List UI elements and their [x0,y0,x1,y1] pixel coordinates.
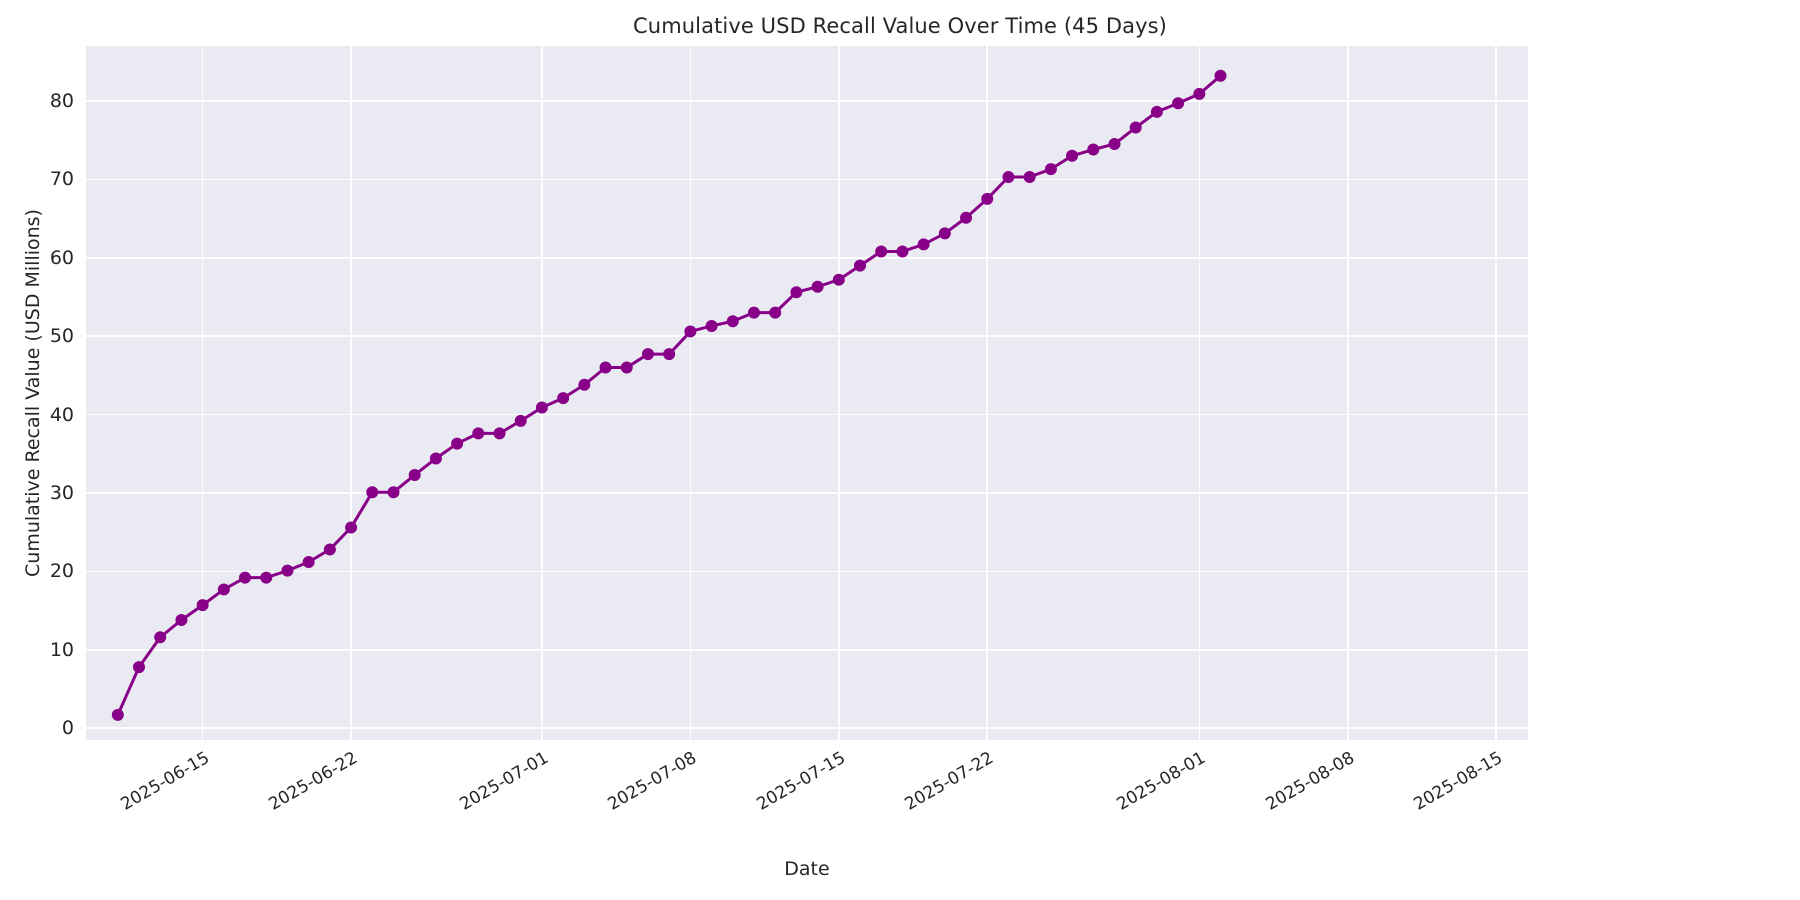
data-point-marker [472,427,485,440]
data-point-marker [641,348,654,361]
gridline-horizontal [86,413,1528,416]
data-point-marker [514,414,527,427]
data-point-marker [408,468,421,481]
gridline-horizontal [86,335,1528,337]
y-tick-label: 10 [49,638,74,661]
data-point-marker [239,571,252,584]
gridline-horizontal [86,178,1528,181]
gridline-vertical [1495,46,1497,740]
data-point-marker [747,306,760,319]
data-point-marker [811,280,824,293]
gridline-horizontal [86,570,1528,573]
data-point-marker [1108,138,1121,151]
data-point-marker [1214,69,1227,82]
data-point-marker [196,599,209,612]
y-tick-label: 70 [49,168,74,191]
y-axis-label: Cumulative Recall Value (USD Millions) [22,209,44,577]
data-point-marker [578,378,591,391]
data-point-marker [960,211,973,224]
data-point-marker [302,555,315,568]
data-point-marker [854,259,867,272]
data-point-marker [175,614,188,627]
line-series-layer [111,69,1227,721]
data-point-marker [111,708,124,721]
gridline-horizontal [86,100,1528,102]
gridline-vertical [986,46,989,740]
data-point-marker [133,661,146,674]
data-point-marker [1087,143,1100,156]
gridline-vertical [201,46,204,740]
plot-area [86,46,1528,740]
y-tick-label: 60 [49,246,74,269]
data-point-marker [726,315,739,328]
data-point-marker [345,521,358,534]
gridline-vertical [1198,46,1201,740]
gridline-horizontal [86,256,1528,259]
data-point-marker [1193,87,1206,100]
y-tick-label: 20 [49,560,74,583]
gridline-horizontal [86,727,1528,730]
data-point-marker [493,427,506,440]
data-point-marker [366,486,379,499]
data-point-marker [1044,163,1057,176]
data-point-marker [790,286,803,299]
gridline-horizontal [86,492,1528,494]
data-point-marker [1023,170,1036,183]
gridline-horizontal [86,649,1528,651]
data-point-marker [917,238,930,251]
gridline-vertical [350,46,352,740]
data-point-marker [1066,149,1079,162]
data-point-marker [684,325,697,338]
data-point-marker [705,319,718,332]
y-tick-label: 80 [49,89,74,112]
data-point-marker [451,437,464,450]
gridline-vertical [1346,46,1349,740]
data-point-marker [832,273,845,286]
data-point-marker [535,401,548,414]
y-axis-label-wrap: Cumulative Recall Value (USD Millions) [0,46,44,740]
data-point-marker [896,245,909,258]
data-point-marker [154,631,167,644]
data-point-marker [1172,97,1185,110]
gridline-vertical [689,46,692,740]
y-tick-label: 0 [61,717,74,740]
y-tick-label: 50 [49,325,74,348]
data-point-marker [620,361,633,374]
data-point-marker [938,227,951,240]
data-point-marker [323,543,336,556]
data-point-marker [260,571,273,584]
data-point-marker [429,452,442,465]
gridline-vertical [838,46,840,740]
data-point-marker [557,392,570,405]
gridline-vertical [541,46,543,740]
y-tick-label: 40 [49,403,74,426]
y-tick-label: 30 [49,481,74,504]
data-point-marker [281,564,294,577]
data-point-marker [217,583,230,596]
data-point-marker [1002,170,1015,183]
data-point-marker [599,361,612,374]
data-point-marker [769,306,782,319]
data-point-marker [387,486,400,499]
data-point-marker [1150,105,1163,118]
data-point-marker [875,245,888,258]
data-point-marker [981,192,994,205]
chart-title: Cumulative USD Recall Value Over Time (4… [633,14,1167,38]
data-point-marker [663,348,676,361]
data-point-marker [1129,121,1142,134]
x-axis-label: Date [784,858,830,880]
